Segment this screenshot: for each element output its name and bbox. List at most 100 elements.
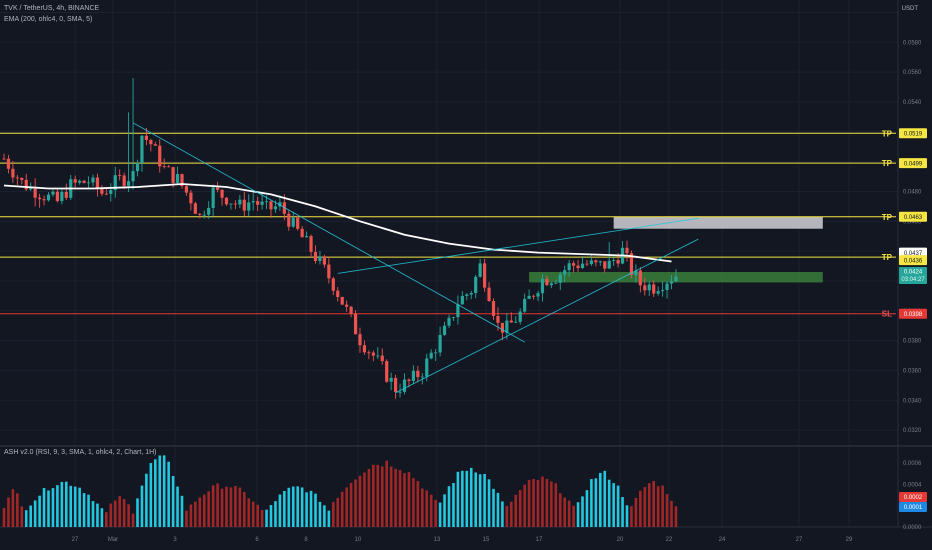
tp-price-badge-text: 0.0499 xyxy=(904,161,923,167)
candle-body xyxy=(594,260,598,263)
oscillator-bar xyxy=(354,479,357,527)
candle-body xyxy=(407,379,411,381)
candle-body xyxy=(505,320,509,333)
oscillator-bar xyxy=(380,466,384,527)
last-price-badge xyxy=(899,266,927,284)
oscillator-bar xyxy=(429,494,433,527)
oscillator-bar xyxy=(603,470,607,527)
candle-body xyxy=(353,313,358,335)
oscillator-bar xyxy=(505,506,509,527)
tp-level-label: TP xyxy=(882,159,893,168)
candle-body xyxy=(162,166,166,168)
oscillator-bar xyxy=(300,487,304,527)
oscillator-bar xyxy=(412,478,415,527)
oscillator-bar xyxy=(24,510,28,527)
oscillator-bar xyxy=(287,487,291,527)
oscillator-bar xyxy=(291,486,295,527)
oscillator-bar xyxy=(56,485,59,527)
level-lines: TP TP TP TP SL xyxy=(0,129,896,319)
oscillator-bar xyxy=(296,486,299,527)
candle-body xyxy=(33,186,37,198)
candle-body xyxy=(122,175,126,186)
oscillator-bar xyxy=(469,467,473,527)
oscillator-bar xyxy=(532,478,535,527)
oscillator-bar xyxy=(238,487,242,527)
oscillator-bar xyxy=(154,459,157,527)
candle-body xyxy=(131,171,135,182)
oscillator-bar xyxy=(140,485,144,527)
oscillator-bar xyxy=(416,481,420,527)
oscillator-bar xyxy=(243,491,246,527)
oscillator-bar xyxy=(647,483,651,527)
oscillator-bar xyxy=(425,490,429,527)
oscillator-bar xyxy=(87,494,90,527)
candle-body xyxy=(109,189,113,194)
oscillator-bar xyxy=(625,505,629,527)
oscillator-bar xyxy=(2,508,6,527)
ema-legend[interactable]: EMA (200, ohlc4, 0, SMA, 5) xyxy=(4,16,93,23)
oscillator-bar xyxy=(51,488,55,527)
candle-body xyxy=(545,278,549,286)
candle-body xyxy=(540,278,545,294)
candle-body xyxy=(171,167,175,183)
oscillator-bar xyxy=(438,502,442,527)
price-tick-label: 0.0560 xyxy=(903,70,922,76)
candle-body xyxy=(55,191,59,202)
oscillator-bar xyxy=(260,509,264,527)
time-tick-label: 22 xyxy=(666,537,673,543)
candle-body xyxy=(523,298,527,312)
oscillator-bar xyxy=(536,480,540,527)
oscillator-bar xyxy=(461,470,464,527)
oscillator-bar xyxy=(65,481,68,527)
oscillator-bar xyxy=(385,460,388,527)
candle-body xyxy=(340,296,344,305)
grid xyxy=(0,0,932,528)
candle-body xyxy=(460,295,464,305)
oscillator-bar xyxy=(634,497,638,527)
oscillator-bar xyxy=(100,508,104,527)
price-tick-label: 0.0460 xyxy=(903,219,922,225)
oscillator-bar xyxy=(514,494,518,527)
candle-body xyxy=(634,270,638,275)
oscillator-bar xyxy=(327,510,331,527)
oscillator-bar xyxy=(42,488,46,527)
oscillator-bar xyxy=(16,493,19,527)
oscillator-bar xyxy=(421,488,424,527)
tp-level-label: TP xyxy=(882,253,893,262)
candle-body xyxy=(531,295,536,297)
candle-body xyxy=(180,174,184,187)
oscillator-bar xyxy=(594,478,598,527)
time-tick-label: 15 xyxy=(483,537,490,543)
candle-body xyxy=(91,177,95,183)
time-axis: 27 Mar 3 6 8 10 13 15 17 20 22 24 27 29 xyxy=(72,537,853,543)
candle-body xyxy=(175,174,180,183)
oscillator-bar xyxy=(136,498,139,527)
oscillator-bar xyxy=(581,496,584,527)
oscillator-bar xyxy=(251,501,255,527)
candle-body xyxy=(385,361,389,382)
candle-body xyxy=(491,301,496,317)
price-axis: 0.03200.03400.03600.03800.04000.04200.04… xyxy=(899,40,927,531)
oscillator-bar xyxy=(314,493,317,527)
candle-body xyxy=(242,199,246,211)
oscillator-tick-label: 0.0004 xyxy=(903,482,922,488)
oscillator-bar xyxy=(20,506,24,527)
oscillator-legend[interactable]: ASH v2.0 (RSI, 9, 3, SMA, 1, ohlc4, 2, C… xyxy=(4,449,157,456)
oscillator-bar xyxy=(572,505,575,527)
time-tick-label: 27 xyxy=(72,537,79,543)
oscillator-tick-label: 0.0000 xyxy=(903,525,922,531)
oscillator-bar xyxy=(398,469,402,527)
oscillator-bar xyxy=(630,506,633,527)
candle-body xyxy=(496,316,500,323)
oscillator-bar xyxy=(207,491,210,527)
oscillator-bar xyxy=(367,468,371,527)
oscillator-value-text: 0.0002 xyxy=(904,495,923,501)
symbol-legend[interactable]: TVK / TetherUS, 4h, BINANCE xyxy=(4,5,100,12)
oscillator-bar xyxy=(47,490,50,527)
oscillator-bar xyxy=(345,487,348,527)
oscillator-bar xyxy=(670,500,673,527)
tp-price-badge-text: 0.0519 xyxy=(904,131,923,137)
oscillator-bar xyxy=(171,475,175,527)
oscillator-bar xyxy=(60,481,64,527)
